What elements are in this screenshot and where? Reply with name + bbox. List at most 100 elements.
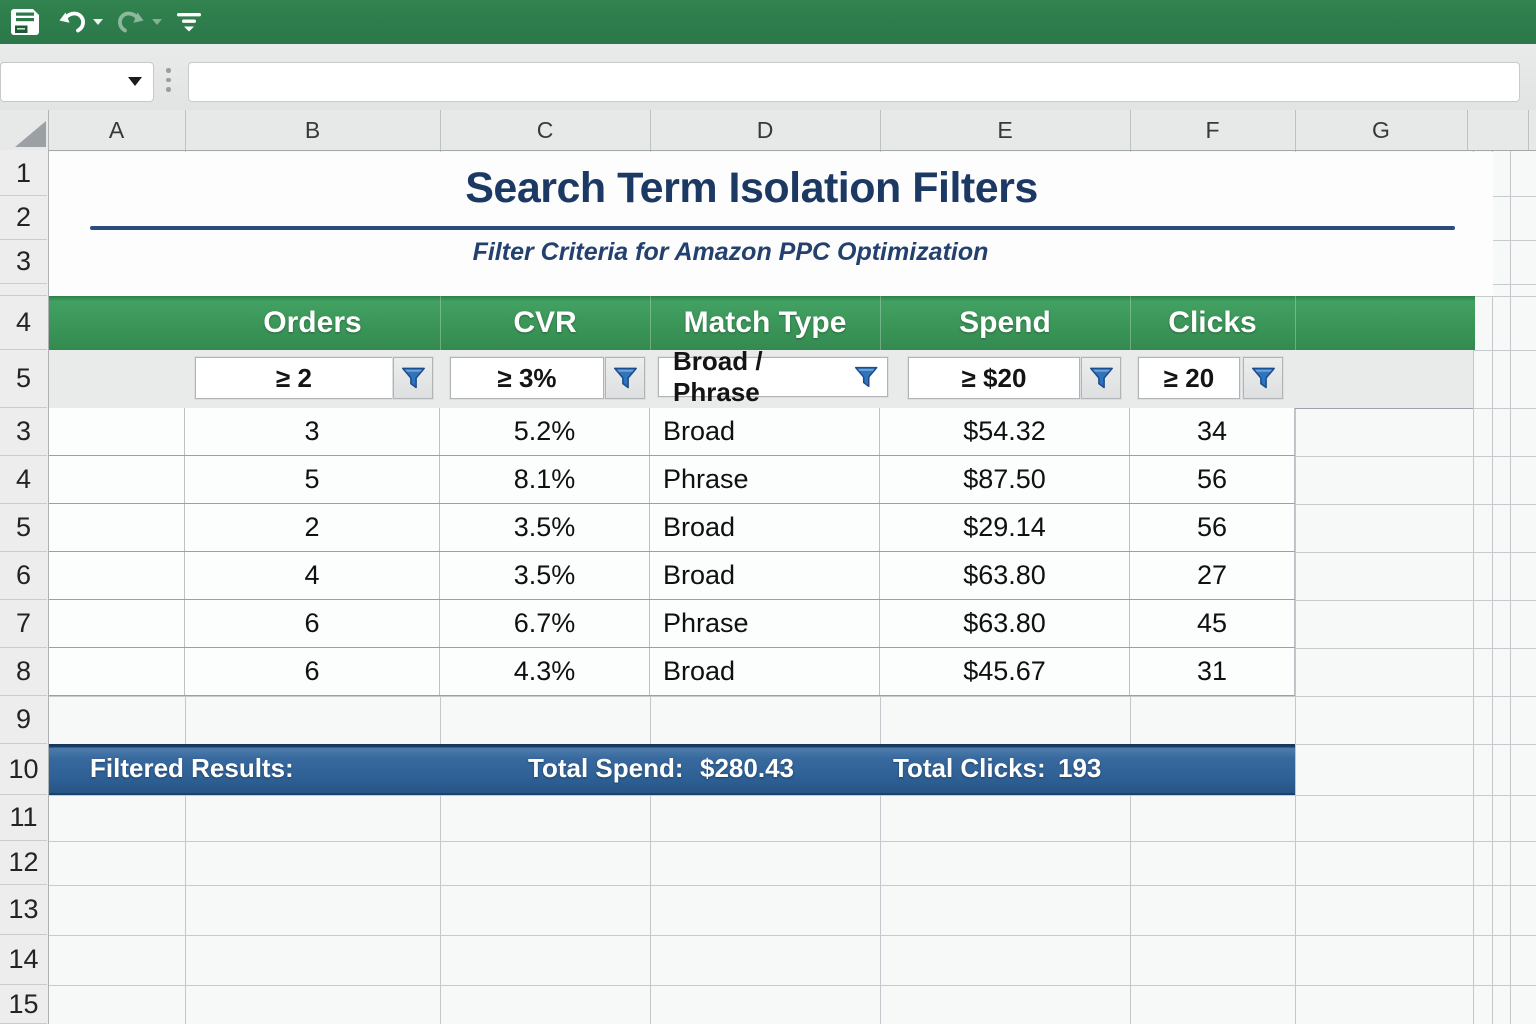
- cell-clicks[interactable]: 56: [1130, 456, 1295, 503]
- filter-input-cvr[interactable]: ≥ 3%: [450, 357, 604, 399]
- row-header-hidden[interactable]: [0, 284, 47, 296]
- undo-dropdown-icon[interactable]: [93, 19, 103, 25]
- table-row: 4 3.5% Broad $63.80 27: [48, 552, 1295, 600]
- select-all-triangle-icon: [15, 121, 46, 147]
- filter-input-spend[interactable]: ≥ $20: [908, 357, 1080, 399]
- table-header-orders[interactable]: Orders: [185, 296, 441, 350]
- sort-filter-button[interactable]: [176, 4, 202, 40]
- cell-orders[interactable]: 4: [185, 552, 440, 599]
- row-header-12[interactable]: 12: [0, 841, 47, 885]
- filter-button-orders[interactable]: [393, 357, 433, 399]
- column-header-A[interactable]: A: [48, 110, 186, 150]
- row-header-10[interactable]: 10: [0, 744, 47, 795]
- column-header-F[interactable]: F: [1130, 110, 1296, 150]
- row-header-1[interactable]: 1: [0, 152, 47, 196]
- row-header-15[interactable]: 15: [0, 985, 47, 1024]
- filter-value-match-type: Broad / Phrase: [673, 346, 763, 407]
- column-header-D[interactable]: D: [650, 110, 881, 150]
- table-header-spend[interactable]: Spend: [880, 296, 1131, 350]
- cell-clicks[interactable]: 45: [1130, 600, 1295, 647]
- cell-empty[interactable]: [48, 552, 185, 599]
- cell-cvr[interactable]: 3.5%: [440, 552, 650, 599]
- filter-value-orders: ≥ 2: [276, 362, 312, 393]
- cell-orders[interactable]: 6: [185, 600, 440, 647]
- cell-cvr[interactable]: 3.5%: [440, 504, 650, 551]
- row-header-14[interactable]: 14: [0, 935, 47, 985]
- cell-empty[interactable]: [48, 504, 185, 551]
- cell-orders[interactable]: 6: [185, 648, 440, 695]
- name-box-dropdown-icon[interactable]: [128, 77, 142, 86]
- cell-clicks[interactable]: 31: [1130, 648, 1295, 695]
- cell-clicks[interactable]: 27: [1130, 552, 1295, 599]
- row-header-11[interactable]: 11: [0, 795, 47, 841]
- cell-clicks[interactable]: 56: [1130, 504, 1295, 551]
- formula-input[interactable]: [188, 62, 1520, 102]
- cell-empty[interactable]: [48, 408, 185, 455]
- filter-input-orders[interactable]: ≥ 2: [195, 357, 393, 399]
- cell-cvr[interactable]: 4.3%: [440, 648, 650, 695]
- row-header-7[interactable]: 7: [0, 600, 47, 648]
- cell-spend[interactable]: $87.50: [880, 456, 1130, 503]
- cell-match[interactable]: Phrase: [650, 600, 880, 647]
- cell-clicks[interactable]: 34: [1130, 408, 1295, 455]
- table-header-match-type[interactable]: Match Type: [650, 296, 881, 350]
- cell-match[interactable]: Phrase: [650, 456, 880, 503]
- row-header-4[interactable]: 4: [0, 296, 47, 350]
- column-header-extra[interactable]: [1467, 110, 1529, 150]
- cell-cvr[interactable]: 8.1%: [440, 456, 650, 503]
- grid-vline: [1492, 150, 1493, 1024]
- cell-match[interactable]: Broad: [650, 504, 880, 551]
- cell-match[interactable]: Broad: [650, 648, 880, 695]
- row-header-13[interactable]: 13: [0, 885, 47, 935]
- cell-spend[interactable]: $45.67: [880, 648, 1130, 695]
- row-header-5[interactable]: 5: [0, 350, 47, 408]
- row-header-8[interactable]: 8: [0, 648, 47, 696]
- cell-spend[interactable]: $63.80: [880, 600, 1130, 647]
- row-header-3[interactable]: 3: [0, 408, 47, 456]
- column-header-B[interactable]: B: [185, 110, 441, 150]
- filter-button-cvr[interactable]: [605, 357, 645, 399]
- grid-hline: [48, 795, 1536, 796]
- cell-match[interactable]: Broad: [650, 408, 880, 455]
- row-header-6[interactable]: 6: [0, 552, 47, 600]
- filter-button-spend[interactable]: [1081, 357, 1121, 399]
- table-header-cvr[interactable]: CVR: [440, 296, 651, 350]
- undo-button[interactable]: [56, 4, 103, 40]
- cell-spend[interactable]: $63.80: [880, 552, 1130, 599]
- cell-cvr[interactable]: 6.7%: [440, 600, 650, 647]
- select-all-corner[interactable]: [0, 110, 49, 150]
- grid-hline: [48, 885, 1536, 886]
- cell-empty[interactable]: [48, 456, 185, 503]
- row-header-2[interactable]: 2: [0, 196, 47, 240]
- row-header-3[interactable]: 3: [0, 240, 47, 284]
- cell-cvr[interactable]: 5.2%: [440, 408, 650, 455]
- filter-button-clicks[interactable]: [1243, 357, 1283, 399]
- separator-dots-icon: [166, 68, 171, 92]
- redo-button[interactable]: [115, 4, 162, 40]
- cell-spend[interactable]: $54.32: [880, 408, 1130, 455]
- summary-bar[interactable]: Filtered Results: Total Spend: $280.43 T…: [48, 744, 1295, 795]
- table-row: 6 4.3% Broad $45.67 31: [48, 648, 1295, 696]
- filter-input-clicks[interactable]: ≥ 20: [1138, 357, 1240, 399]
- cell-orders[interactable]: 3: [185, 408, 440, 455]
- row-header-5[interactable]: 5: [0, 504, 47, 552]
- save-button[interactable]: [8, 4, 42, 40]
- cell-match[interactable]: Broad: [650, 552, 880, 599]
- cell-spend[interactable]: $29.14: [880, 504, 1130, 551]
- cell-orders[interactable]: 2: [185, 504, 440, 551]
- filter-funnel-icon: [854, 366, 878, 387]
- table-header-clicks[interactable]: Clicks: [1130, 296, 1296, 350]
- filter-input-match-type[interactable]: Broad / Phrase: [658, 346, 888, 407]
- column-header-C[interactable]: C: [440, 110, 651, 150]
- row-header-9[interactable]: 9: [0, 696, 47, 744]
- redo-dropdown-icon[interactable]: [152, 19, 162, 25]
- cell-empty[interactable]: [48, 648, 185, 695]
- column-header-G[interactable]: G: [1295, 110, 1468, 150]
- grid-hline: [48, 841, 1536, 842]
- cell-orders[interactable]: 5: [185, 456, 440, 503]
- cell-empty[interactable]: [48, 600, 185, 647]
- filter-funnel-icon: [401, 367, 425, 388]
- table-row: 2 3.5% Broad $29.14 56: [48, 504, 1295, 552]
- row-header-4[interactable]: 4: [0, 456, 47, 504]
- column-header-E[interactable]: E: [880, 110, 1131, 150]
